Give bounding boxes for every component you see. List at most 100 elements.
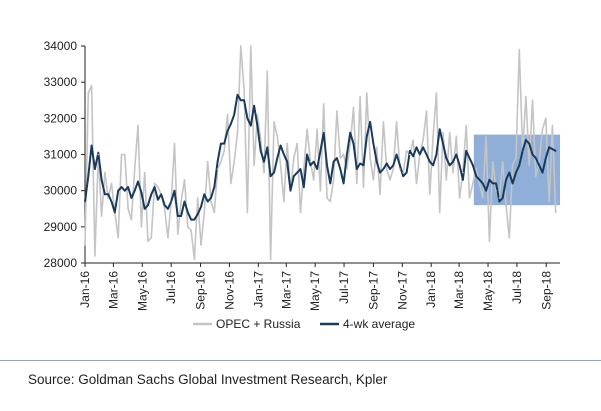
- point-4-wk-average: [117, 189, 119, 192]
- point-opec-russia: [107, 197, 109, 199]
- point-opec-russia: [395, 121, 398, 123]
- x-tick-label: Mar-16: [106, 271, 120, 309]
- x-tick-label: Jul-16: [164, 271, 178, 304]
- point-4-wk-average: [256, 124, 259, 127]
- point-opec-russia: [422, 139, 424, 141]
- point-4-wk-average: [153, 186, 156, 188]
- point-opec-russia: [551, 124, 554, 127]
- point-opec-russia: [389, 179, 391, 181]
- point-4-wk-average: [445, 157, 448, 159]
- point-4-wk-average: [548, 146, 550, 149]
- point-4-wk-average: [309, 164, 312, 167]
- source-note: Source: Goldman Sachs Global Investment …: [28, 372, 388, 387]
- point-4-wk-average: [541, 171, 544, 174]
- x-tick-label: Sep-17: [366, 271, 380, 310]
- point-opec-russia: [379, 193, 381, 196]
- point-opec-russia: [528, 164, 530, 167]
- point-opec-russia: [163, 208, 166, 210]
- point-4-wk-average: [190, 218, 192, 221]
- point-opec-russia: [548, 200, 550, 203]
- point-4-wk-average: [332, 160, 335, 163]
- point-opec-russia: [256, 113, 259, 116]
- point-4-wk-average: [316, 168, 318, 170]
- point-opec-russia: [216, 168, 219, 170]
- point-opec-russia: [432, 135, 434, 138]
- point-opec-russia: [349, 142, 352, 145]
- y-tick-label: 32000: [44, 111, 78, 125]
- point-opec-russia: [482, 197, 484, 199]
- point-opec-russia: [100, 215, 103, 217]
- point-opec-russia: [535, 175, 537, 177]
- point-opec-russia: [462, 171, 464, 174]
- point-opec-russia: [375, 146, 378, 149]
- point-opec-russia: [84, 244, 86, 246]
- point-4-wk-average: [336, 157, 338, 159]
- point-opec-russia: [488, 240, 491, 243]
- point-opec-russia: [336, 110, 338, 112]
- point-4-wk-average: [259, 150, 262, 152]
- point-4-wk-average: [303, 186, 305, 188]
- point-opec-russia: [243, 88, 245, 91]
- point-opec-russia: [515, 157, 517, 159]
- point-opec-russia: [475, 168, 478, 170]
- point-opec-russia: [296, 142, 299, 145]
- point-opec-russia: [322, 103, 325, 105]
- point-4-wk-average: [429, 160, 431, 163]
- series-opec-russia-points: [84, 45, 557, 261]
- point-opec-russia: [352, 106, 355, 109]
- point-4-wk-average: [170, 200, 172, 203]
- point-opec-russia: [196, 197, 199, 199]
- y-tick-label: 30000: [44, 184, 78, 198]
- point-4-wk-average: [273, 171, 275, 174]
- point-opec-russia: [220, 160, 222, 163]
- x-tick-label: Nov-17: [395, 271, 409, 310]
- point-opec-russia: [200, 244, 202, 246]
- point-4-wk-average: [329, 182, 332, 185]
- y-tick-label: 29000: [44, 220, 78, 234]
- point-4-wk-average: [349, 132, 352, 134]
- point-4-wk-average: [392, 164, 395, 167]
- point-opec-russia: [346, 168, 348, 170]
- point-opec-russia: [458, 197, 461, 199]
- point-opec-russia: [319, 189, 322, 192]
- point-4-wk-average: [468, 157, 471, 159]
- point-4-wk-average: [147, 204, 149, 206]
- point-4-wk-average: [399, 164, 401, 167]
- point-4-wk-average: [124, 189, 126, 192]
- point-4-wk-average: [395, 153, 398, 156]
- point-opec-russia: [385, 168, 388, 170]
- point-opec-russia: [293, 157, 295, 159]
- point-4-wk-average: [482, 182, 484, 185]
- point-4-wk-average: [359, 162, 361, 165]
- point-opec-russia: [110, 182, 113, 185]
- x-tick-label: Sep-16: [194, 271, 208, 310]
- point-4-wk-average: [356, 168, 358, 170]
- point-opec-russia: [498, 197, 501, 199]
- point-4-wk-average: [405, 171, 408, 174]
- point-opec-russia: [525, 95, 527, 98]
- point-opec-russia: [438, 211, 441, 214]
- point-opec-russia: [233, 160, 235, 163]
- point-opec-russia: [117, 236, 119, 239]
- point-opec-russia: [511, 164, 514, 167]
- point-opec-russia: [183, 179, 186, 181]
- point-4-wk-average: [133, 189, 136, 192]
- point-4-wk-average: [110, 200, 113, 203]
- point-4-wk-average: [362, 164, 365, 167]
- point-4-wk-average: [442, 142, 444, 145]
- point-4-wk-average: [253, 104, 255, 107]
- point-opec-russia: [485, 135, 487, 138]
- x-tick-label: Nov-16: [222, 271, 236, 310]
- y-tick-label: 33000: [44, 75, 78, 89]
- point-4-wk-average: [346, 153, 348, 156]
- point-opec-russia: [316, 128, 318, 130]
- point-opec-russia: [306, 128, 308, 130]
- point-opec-russia: [276, 135, 279, 138]
- point-4-wk-average: [319, 150, 322, 152]
- point-opec-russia: [173, 142, 176, 145]
- point-opec-russia: [226, 113, 229, 116]
- point-4-wk-average: [448, 164, 451, 167]
- point-opec-russia: [97, 153, 100, 156]
- point-4-wk-average: [230, 123, 232, 125]
- point-opec-russia: [309, 160, 312, 163]
